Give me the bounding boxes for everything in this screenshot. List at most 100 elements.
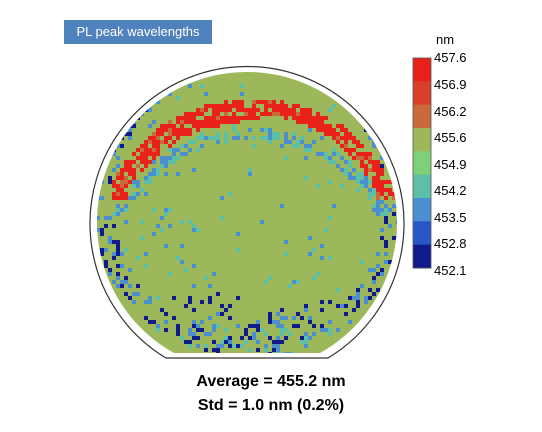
map-cell [332,80,336,84]
map-cell [352,136,356,140]
map-cell [372,168,376,172]
map-cell [112,144,116,148]
map-cell [148,180,152,184]
map-cell [236,132,240,136]
map-cell [272,132,276,136]
map-cell [172,152,176,156]
map-cell [208,116,212,120]
map-cell [376,164,380,168]
map-cell [208,136,212,140]
map-cell [156,168,160,172]
map-cell [156,152,160,156]
map-cell [368,152,372,156]
map-cell [280,340,284,344]
map-cell [192,224,196,228]
map-cell [276,312,280,316]
map-cell [332,152,336,156]
map-cell [328,84,332,88]
map-cell [156,148,160,152]
map-cell [192,112,196,116]
map-cell [136,148,140,152]
map-cell [204,92,208,96]
map-cell [308,316,312,320]
map-cell [380,272,384,276]
map-cell [260,56,264,60]
map-cell [332,72,336,76]
map-cell [356,152,360,156]
map-cell [376,200,380,204]
map-cell [284,252,288,256]
map-cell [196,112,200,116]
map-cell [236,52,240,56]
map-cell [376,176,380,180]
map-cell [136,192,140,196]
map-cell [352,148,356,152]
map-cell [184,144,188,148]
map-cell [136,284,140,288]
map-cell [228,116,232,120]
map-cell [380,200,384,204]
map-cell [372,188,376,192]
map-cell [144,148,148,152]
map-cell [272,136,276,140]
map-cell [312,332,316,336]
map-cell [384,196,388,200]
map-cell [240,92,244,96]
map-cell [292,136,296,140]
map-cell [224,100,228,104]
map-cell [260,48,264,52]
map-cell [216,312,220,316]
map-cell [220,52,224,56]
map-cell [148,152,152,156]
map-cell [140,168,144,172]
map-cell [380,188,384,192]
map-cell [380,168,384,172]
map-cell [332,204,336,208]
map-cell [200,56,204,60]
map-cell [192,140,196,144]
map-cell [288,71,292,72]
map-cell [344,92,348,96]
map-cell [248,348,252,352]
map-cell [104,216,108,220]
map-cell [376,124,380,128]
map-cell [292,71,296,72]
map-cell [288,332,292,336]
map-cell [164,212,168,216]
map-cell [360,152,364,156]
colorbar-segment [413,221,431,246]
map-cell [360,160,364,164]
map-cell [240,84,244,88]
map-cell [272,340,276,344]
map-cell [224,336,228,340]
map-cell [176,72,180,76]
map-cell [144,252,148,256]
map-cell [104,140,108,144]
map-cell [116,276,120,280]
map-cell [312,64,316,68]
map-cell [176,64,180,68]
map-cell [152,120,156,124]
map-cell [172,71,176,72]
map-cell [216,60,220,64]
map-cell [356,188,360,192]
map-cell [344,132,348,136]
map-cell [208,104,212,108]
map-cell [164,320,168,324]
map-cell [176,328,180,332]
map-cell [140,156,144,160]
map-cell [312,276,316,280]
map-cell [236,100,240,104]
map-cell [128,168,132,172]
map-cell [320,72,324,76]
map-cell [376,204,380,208]
map-cell [236,296,240,300]
map-cell [324,116,328,120]
map-cell [188,148,192,152]
map-cell [160,140,164,144]
map-cell [120,112,124,116]
map-cell [188,340,192,344]
map-cell [124,164,128,168]
map-cell [272,344,276,348]
map-cell [304,344,308,348]
